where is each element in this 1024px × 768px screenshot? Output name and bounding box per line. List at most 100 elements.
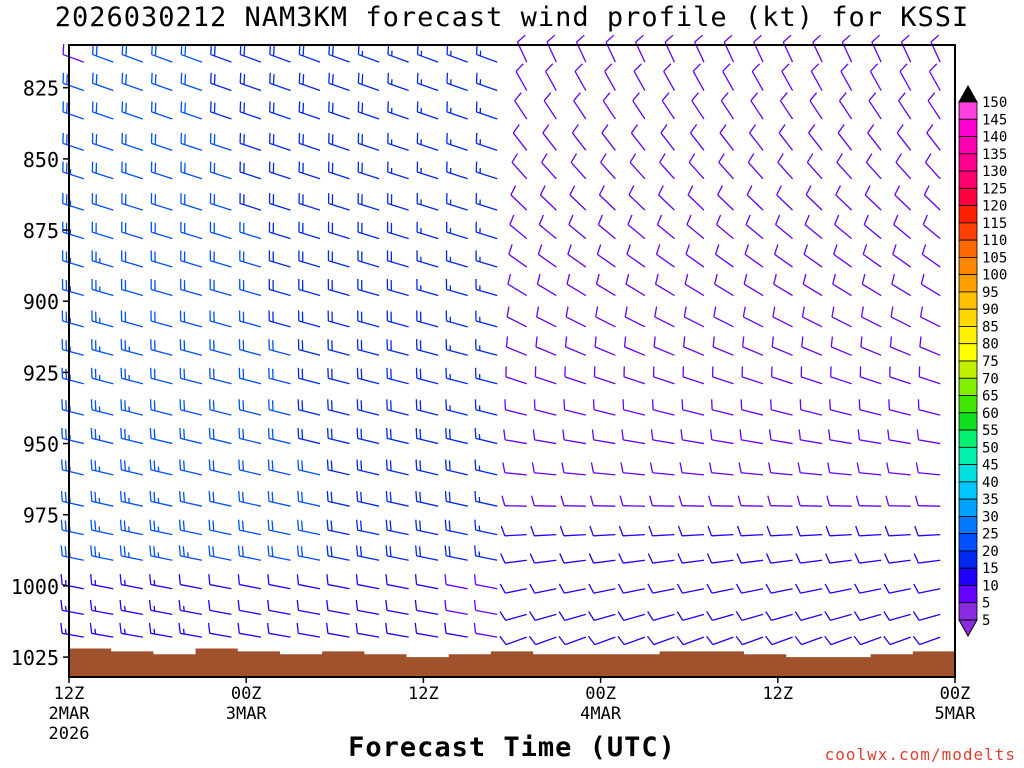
barb-feather <box>919 306 924 318</box>
credit-link[interactable]: coolwx.com/modelts <box>824 745 1016 764</box>
barb-feather <box>708 495 713 506</box>
barb-feather <box>706 583 713 594</box>
barb-feather <box>386 427 388 439</box>
wind-barb <box>209 250 232 268</box>
wind-barb <box>840 63 853 91</box>
wind-barb <box>91 310 114 328</box>
barb-staff <box>800 559 823 564</box>
barb-staff <box>327 632 350 638</box>
barb-staff <box>711 534 734 537</box>
wind-barb <box>415 339 439 356</box>
wind-barb <box>883 583 911 594</box>
wind-barb <box>676 611 705 621</box>
barb-feather <box>501 495 506 506</box>
wind-barb <box>680 429 705 445</box>
barb-feather <box>883 583 890 594</box>
wind-barb <box>623 336 646 356</box>
wind-barb <box>121 250 144 268</box>
barb-feather <box>508 244 513 255</box>
barb-staff <box>507 283 528 297</box>
wind-barb <box>210 44 232 63</box>
wind-barb <box>237 622 262 638</box>
wind-barb <box>268 221 291 240</box>
wind-barb <box>632 92 646 120</box>
wind-barb <box>150 132 173 151</box>
wind-barb <box>771 336 793 356</box>
barb-staff <box>181 53 203 63</box>
barb-staff <box>150 320 173 328</box>
barb-staff <box>505 409 527 416</box>
wind-barb <box>120 279 144 297</box>
barb-feather <box>208 459 211 470</box>
barb-staff <box>298 529 321 536</box>
barb-staff <box>298 377 321 385</box>
wind-barb <box>150 310 173 328</box>
barb-feather <box>855 525 860 537</box>
wind-barb <box>268 161 291 180</box>
wind-barb <box>415 545 439 561</box>
barb-feather <box>797 462 801 473</box>
barb-staff <box>683 346 705 356</box>
barb-staff <box>859 439 882 445</box>
wind-barb <box>180 193 203 211</box>
barb-staff <box>775 224 793 240</box>
barb-staff <box>387 409 409 416</box>
barb-staff <box>180 142 203 151</box>
barb-feather <box>587 635 596 646</box>
barb-feather <box>507 273 512 285</box>
barb-staff <box>121 111 144 120</box>
barb-staff <box>919 636 941 646</box>
wind-barb <box>654 306 675 328</box>
wind-barb <box>571 124 587 151</box>
barb-staff <box>180 348 203 356</box>
barb-feather <box>60 545 63 556</box>
x-tick-label: 12Z <box>408 684 439 704</box>
barb-feather <box>854 553 860 564</box>
wind-barb <box>664 34 676 63</box>
barb-staff <box>746 194 764 211</box>
barb-staff <box>475 288 498 297</box>
colorbar-label: 5 <box>982 613 990 629</box>
barb-staff <box>895 162 912 180</box>
barb-staff <box>357 555 380 561</box>
barb-feather <box>680 429 683 440</box>
barb-staff <box>777 162 794 180</box>
barb-staff <box>926 132 941 151</box>
barb-feather <box>687 185 694 196</box>
wind-barb <box>622 399 646 416</box>
barb-feather <box>415 490 418 502</box>
wind-barb <box>326 519 350 536</box>
wind-barb <box>179 339 203 356</box>
barb-feather <box>271 520 274 531</box>
barb-staff <box>180 320 203 328</box>
barb-feather <box>706 635 714 646</box>
barb-feather <box>154 45 157 56</box>
wind-barb <box>328 132 350 151</box>
wind-barb <box>682 336 705 356</box>
wind-barb <box>327 250 350 268</box>
barb-staff <box>62 53 84 63</box>
barb-staff <box>328 409 350 416</box>
barb-staff <box>180 437 203 445</box>
wind-barb <box>475 339 498 356</box>
wind-barb <box>597 214 616 240</box>
barb-staff <box>210 111 232 120</box>
wind-barb <box>89 599 114 616</box>
barb-staff <box>92 260 114 268</box>
barb-staff <box>210 288 232 297</box>
x-tick-label: 00Z <box>231 684 262 704</box>
barb-staff <box>593 409 616 416</box>
wind-barb <box>685 244 705 268</box>
barb-staff <box>121 288 144 297</box>
barb-feather <box>301 460 304 471</box>
barb-feather <box>884 553 890 564</box>
barb-staff <box>749 132 764 151</box>
barb-feather <box>499 583 506 594</box>
wind-barb <box>60 622 84 638</box>
wind-barb <box>930 34 941 63</box>
barb-staff <box>681 534 705 537</box>
barb-staff <box>568 224 587 240</box>
barb-staff <box>781 71 794 91</box>
wind-barb <box>621 429 646 445</box>
wind-barb <box>683 306 705 328</box>
